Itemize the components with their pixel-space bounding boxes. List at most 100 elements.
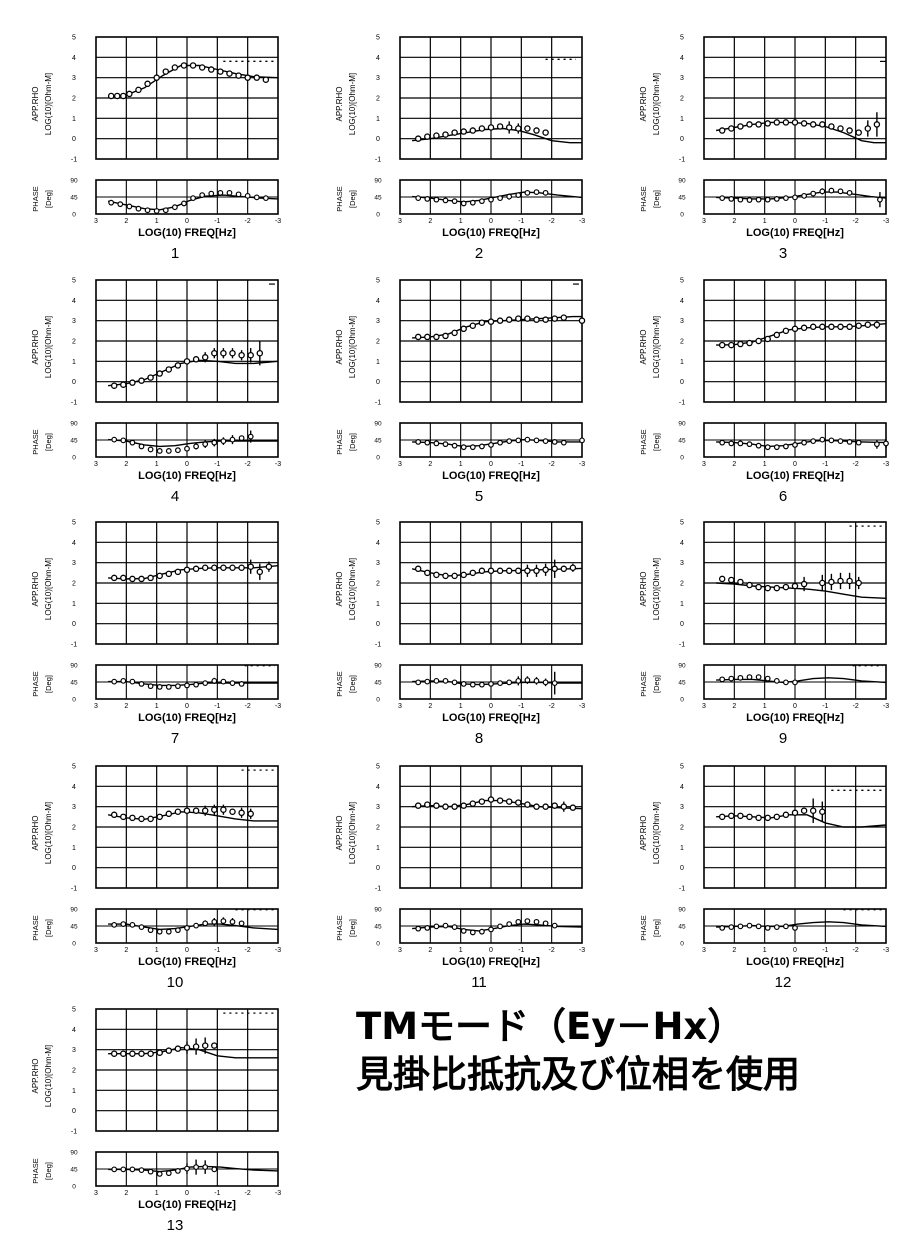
phase-observed-point [524,436,531,443]
rho-observed-point [524,801,531,808]
phase-observed-point [488,442,494,448]
rho-observed-point [253,74,261,81]
phase-observed-point [737,440,744,447]
rho-observed-point [819,323,826,331]
x-tick-label: 2 [428,703,432,710]
panel-title: 3 [779,245,787,262]
phase-axis-label-2: [Deg] [652,433,661,451]
phase-observed-point [515,918,522,925]
rho-frame [95,765,279,889]
phase-observed-point [746,441,753,448]
phase-observed-point [108,199,115,206]
rho-observed-point [505,567,513,575]
phase-observed-point [533,918,540,925]
rho-observed-point [791,119,799,126]
phase-observed-point [773,924,780,931]
rho-observed-point [238,351,245,359]
phase-observed-point [120,437,127,444]
rho-observed-point [487,796,495,803]
rho-observed-point [433,132,440,139]
rho-observed-point [855,322,862,329]
rho-observed-point [424,133,431,140]
x-tick-label: -2 [853,703,859,710]
rho-tick-label: 5 [72,520,76,527]
rho-observed-point [819,808,826,816]
rho-observed-point [451,129,458,136]
phase-tick-label: 90 [678,907,686,914]
phase-observed-point [783,923,789,930]
rho-observed-point [211,564,218,572]
rho-tick-label: 2 [72,581,76,588]
phase-observed-point [755,442,762,449]
phase-observed-point [247,433,254,440]
rho-observed-point [718,575,726,583]
rho-observed-point [746,121,753,128]
phase-observed-point [877,196,883,203]
x-tick-label: 2 [124,1190,128,1197]
panel-title: 1 [171,245,179,262]
rho-tick-label: 1 [680,601,684,608]
rho-observed-point [156,1049,163,1056]
phase-tick-label: 90 [70,421,78,428]
x-axis-label: LOG(10) FREQ[Hz] [442,470,540,482]
rho-observed-point [469,127,477,134]
panel-title: 9 [779,730,787,747]
x-tick-label: -1 [518,461,524,468]
phase-axis-label-1: PHASE [31,671,40,696]
rho-tick-label: 0 [680,379,684,386]
phase-observed-point [147,683,154,690]
rho-tick-label: 5 [376,278,380,285]
panel-title: 5 [475,488,483,505]
rho-observed-point [107,92,115,100]
x-tick-label: 0 [793,947,797,954]
phase-axis-label-1: PHASE [639,186,648,211]
rho-tick-label: 2 [376,825,380,832]
phase-observed-point [479,198,485,205]
phase-tick-label: 90 [70,663,78,670]
phase-observed-point [469,199,476,206]
rho-observed-point [110,574,118,582]
phase-observed-point [202,920,209,927]
x-tick-label: 0 [185,1190,189,1197]
rho-observed-point [737,578,744,586]
rho-tick-label: -1 [71,400,77,407]
rho-tick-label: -1 [679,400,685,407]
phase-observed-point [120,921,127,928]
rho-tick-label: -1 [71,1129,77,1136]
phase-tick-label: 90 [374,907,382,914]
phase-observed-point [488,680,494,687]
rho-observed-point [162,68,170,75]
x-axis-label: LOG(10) FREQ[Hz] [746,227,844,239]
rho-tick-label: 4 [680,298,684,305]
rho-observed-point [478,567,486,575]
rho-observed-point [469,322,477,329]
x-tick-label: 3 [94,947,98,954]
rho-tick-label: 2 [72,1068,76,1075]
rho-observed-point [174,362,182,369]
rho-observed-point [496,797,504,804]
phase-observed-point [469,444,476,451]
rho-axis-label-1: APP.RHO [31,816,40,851]
phase-observed-point [737,196,744,203]
phase-axis-label-2: [Deg] [44,675,53,693]
rho-axis-label-2: LOG(10)[Ohm-M] [348,73,357,135]
phase-observed-point [253,194,260,201]
phase-observed-point [199,192,206,199]
rho-axis-label-2: LOG(10)[Ohm-M] [652,73,661,135]
rho-observed-point [478,319,486,326]
rho-observed-point [728,341,735,349]
phase-axis-label-2: [Deg] [348,190,357,208]
phase-tick-label: 90 [678,663,686,670]
phase-axis-label-1: PHASE [31,429,40,454]
rho-axis-label-2: LOG(10)[Ohm-M] [348,802,357,864]
x-tick-label: 0 [185,461,189,468]
phase-axis-label-1: PHASE [639,429,648,454]
rho-observed-point [728,576,735,584]
phase-observed-point [515,677,522,684]
x-tick-label: 3 [398,947,402,954]
phase-tick-label: 0 [680,697,684,704]
phase-observed-point [728,195,735,202]
